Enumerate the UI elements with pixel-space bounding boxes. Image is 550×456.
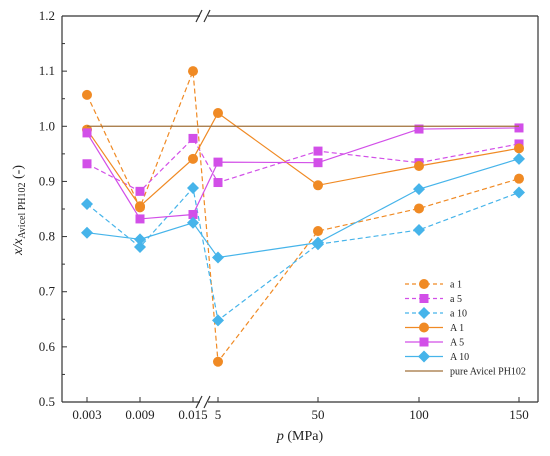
x-tick-label: 0.009 <box>125 407 154 422</box>
x-tick-label: 0.015 <box>178 407 207 422</box>
legend-item: a 5 <box>405 294 462 305</box>
legend: a 1 a 5 a 10 A 1 A 5 A 10 pure Avicel PH102 <box>405 279 526 378</box>
data-point <box>213 356 223 367</box>
legend-item: a 10 <box>405 307 467 320</box>
y-axis-title: x/xAvicel PH102 (-) <box>11 165 28 256</box>
legend-marker <box>419 337 429 347</box>
data-point <box>82 159 92 169</box>
plot-series <box>81 66 525 367</box>
legend-marker <box>419 279 429 289</box>
legend-item: pure Avicel PH102 <box>405 367 526 378</box>
data-point <box>187 182 199 195</box>
y-tick-label: 0.7 <box>39 284 56 299</box>
legend-marker <box>418 307 430 319</box>
data-point <box>514 123 524 133</box>
data-point <box>514 143 524 154</box>
data-point <box>82 89 92 100</box>
data-point <box>81 198 93 211</box>
data-point <box>81 226 93 239</box>
series-a-1 <box>82 108 524 212</box>
legend-item: A 10 <box>405 350 469 363</box>
data-point <box>213 178 223 188</box>
legend-label: a 1 <box>450 280 462 291</box>
legend-label: pure Avicel PH102 <box>450 367 526 378</box>
axis-break-mark <box>195 9 203 23</box>
y-tick-label: 1.1 <box>39 63 55 78</box>
data-point <box>82 128 92 138</box>
data-point <box>213 157 223 167</box>
y-tick-label: 1.0 <box>39 118 55 133</box>
series-a-10 <box>81 152 525 264</box>
legend-item: A 1 <box>405 322 464 334</box>
data-point <box>313 146 323 156</box>
y-tick-label: 1.2 <box>39 8 55 23</box>
axis-break-mark <box>203 395 211 409</box>
legend-label: A 5 <box>450 338 464 349</box>
y-tick-label: 0.9 <box>39 173 55 188</box>
legend-item: a 1 <box>405 279 462 291</box>
data-point <box>188 66 198 77</box>
axis-break-mark <box>203 9 211 23</box>
y-tick-label: 0.8 <box>39 229 55 244</box>
x-tick-label: 50 <box>312 407 325 422</box>
legend-label: A 1 <box>450 323 464 334</box>
legend-marker <box>418 350 430 363</box>
legend-marker <box>419 294 429 303</box>
data-point <box>413 223 425 236</box>
data-point <box>414 124 424 134</box>
data-point <box>313 226 323 237</box>
data-point <box>513 152 525 165</box>
x-axis-title: p (MPa) <box>276 429 324 444</box>
legend-label: a 10 <box>450 309 467 320</box>
legend-marker <box>419 322 429 333</box>
x-tick-label: 100 <box>409 407 429 422</box>
data-point <box>312 236 324 249</box>
legend-label: A 10 <box>450 352 469 363</box>
data-point <box>212 314 224 327</box>
data-point <box>135 201 145 212</box>
data-point <box>212 251 224 264</box>
data-point <box>414 160 424 171</box>
data-point <box>213 108 223 119</box>
data-point <box>313 158 323 168</box>
axis-break-mark <box>195 395 203 409</box>
data-point <box>134 241 146 254</box>
y-tick-label: 0.5 <box>39 394 55 409</box>
plot-axes: 0.5 0.6 0.7 0.8 0.9 1.0 1.1 1.2 0.003 0.009 0.015 5… <box>39 8 539 422</box>
data-point <box>134 233 146 246</box>
series-a-5 <box>82 123 524 224</box>
legend-label: a 5 <box>450 294 462 305</box>
data-point <box>188 153 198 164</box>
data-point <box>413 183 425 196</box>
data-point <box>313 180 323 191</box>
data-point <box>187 216 199 229</box>
y-tick-label: 0.6 <box>39 339 56 354</box>
data-point <box>135 186 145 196</box>
x-tick-label: 150 <box>509 407 529 422</box>
data-point <box>414 203 424 214</box>
x-tick-label: 5 <box>215 407 222 422</box>
x-tick-label: 0.003 <box>72 407 101 422</box>
data-point <box>135 214 145 224</box>
data-point <box>188 133 198 143</box>
data-point <box>514 173 524 184</box>
data-point <box>513 186 525 199</box>
legend-item: A 5 <box>405 337 464 349</box>
data-point <box>188 210 198 220</box>
